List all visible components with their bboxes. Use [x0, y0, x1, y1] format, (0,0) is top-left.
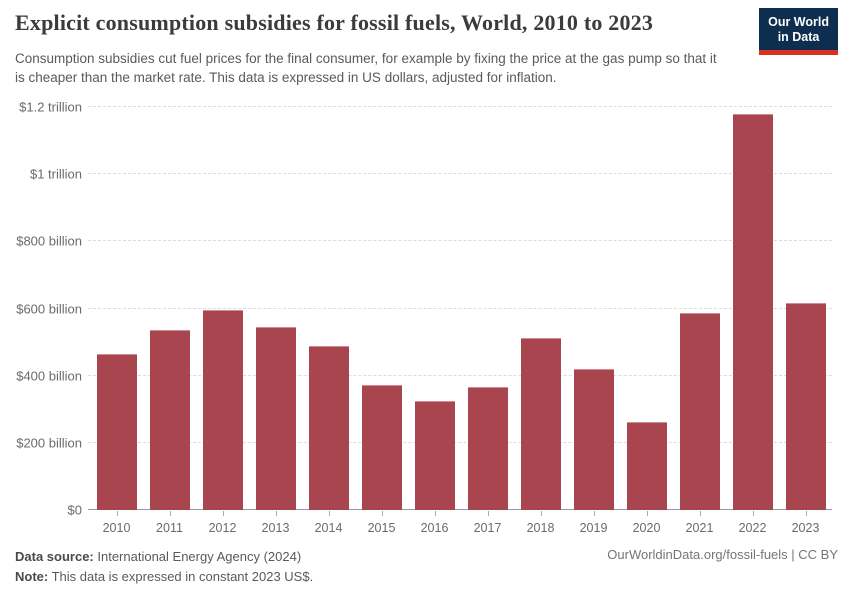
bar-slot-2016: 2016: [408, 107, 461, 535]
bar-2011[interactable]: [149, 330, 190, 510]
gridline--600-billion: [88, 307, 832, 309]
x-axis-label-2015: 2015: [367, 521, 396, 535]
owid-logo-line1: Our World: [768, 15, 829, 29]
data-source-value: International Energy Agency (2024): [93, 549, 302, 564]
bar-slot-2012: 2012: [196, 107, 249, 535]
x-axis-tick-2018: [540, 511, 542, 516]
bar-2010[interactable]: [96, 353, 137, 510]
bar-2015[interactable]: [361, 384, 402, 510]
x-axis-label-2017: 2017: [473, 521, 502, 535]
bar-2013[interactable]: [255, 326, 296, 510]
x-axis-tick-2015: [381, 511, 383, 516]
gridline--400-billion: [88, 374, 832, 376]
bar-slot-2019: 2019: [567, 107, 620, 535]
bar-slot-2014: 2014: [302, 107, 355, 535]
y-axis-label--200-billion: $200 billion: [16, 435, 82, 451]
data-source-line: Data source: International Energy Agency…: [15, 547, 313, 567]
gridline--1-trillion: [88, 173, 832, 175]
y-axis-label--1-trillion: $1 trillion: [29, 166, 82, 182]
x-axis-label-2011: 2011: [156, 521, 183, 535]
bar-slot-2013: 2013: [249, 107, 302, 535]
gridline--200-billion: [88, 441, 832, 443]
owid-logo-line2: in Data: [777, 30, 820, 44]
x-axis-tick-2019: [593, 511, 595, 516]
x-axis-tick-2011: [169, 511, 171, 516]
bar-slot-2017: 2017: [461, 107, 514, 535]
bar-2022[interactable]: [732, 114, 773, 510]
x-axis-label-2014: 2014: [314, 521, 343, 535]
bar-slot-2015: 2015: [355, 107, 408, 535]
bar-slot-2023: 2023: [779, 107, 832, 535]
x-axis-label-2020: 2020: [632, 521, 661, 535]
bar-slot-2010: 2010: [90, 107, 143, 535]
x-axis-label-2016: 2016: [420, 521, 449, 535]
y-axis-label--1-2-trillion: $1.2 trillion: [19, 99, 82, 115]
x-axis-tick-2010: [116, 511, 118, 516]
note-line: Note: This data is expressed in constant…: [15, 567, 313, 587]
x-axis-label-2013: 2013: [261, 521, 290, 535]
x-axis-tick-2020: [646, 511, 648, 516]
note-value: This data is expressed in constant 2023 …: [48, 568, 314, 584]
data-source-label: Data source:: [15, 549, 94, 564]
bar-slot-2011: 2011: [143, 107, 196, 535]
x-axis-label-2010: 2010: [102, 521, 131, 535]
bar-slot-2018: 2018: [514, 107, 567, 535]
x-axis-label-2022: 2022: [738, 521, 767, 535]
bar-slot-2020: 2020: [620, 107, 673, 535]
x-axis-label-2021: 2021: [685, 521, 714, 535]
x-axis-tick-2016: [434, 511, 436, 516]
x-axis-tick-2021: [699, 511, 701, 516]
bar-2020[interactable]: [626, 422, 667, 510]
owid-logo[interactable]: Our World in Data: [759, 8, 838, 55]
page-title: Explicit consumption subsidies for fossi…: [15, 10, 654, 35]
x-axis-tick-2013: [275, 511, 277, 516]
y-axis-label--0: $0: [67, 502, 82, 518]
bar-2018[interactable]: [520, 338, 561, 510]
x-axis-tick-2012: [222, 511, 224, 516]
y-axis-label--600-billion: $600 billion: [16, 301, 82, 316]
bar-2017[interactable]: [467, 387, 508, 510]
bar-2016[interactable]: [414, 400, 455, 510]
y-axis-label--800-billion: $800 billion: [16, 233, 82, 249]
bar-2014[interactable]: [308, 346, 349, 510]
page-subtitle: Consumption subsidies cut fuel prices fo…: [15, 51, 717, 85]
bar-2019[interactable]: [573, 368, 614, 510]
plot-area: 2010 2011 2012 2013 2014 2015 2016 2017 2018 2019…: [88, 106, 832, 535]
y-axis: $0 $200 billion $400 billion $600 billion $8…: [0, 100, 82, 518]
bar-series: 2010 2011 2012 2013 2014 2015 2016 2017 2018 2019…: [90, 107, 832, 535]
y-axis-label--400-billion: $400 billion: [16, 368, 82, 384]
bar-2023[interactable]: [785, 302, 826, 510]
x-axis-tick-2022: [752, 511, 754, 516]
x-axis-label-2012: 2012: [208, 521, 237, 535]
x-axis-tick-2023: [805, 511, 807, 516]
x-axis-tick-2017: [487, 511, 489, 516]
x-axis-label-2023: 2023: [791, 521, 820, 535]
bar-slot-2022: 2022: [726, 107, 779, 535]
footer-notes: Data source: International Energy Agency…: [15, 547, 313, 587]
bar-2012[interactable]: [202, 310, 243, 510]
bar-slot-2021: 2021: [673, 107, 726, 535]
attribution-link[interactable]: OurWorldinData.org/fossil-fuels | CC BY: [607, 547, 838, 562]
x-axis-label-2018: 2018: [526, 521, 555, 535]
gridline--1-2-trillion: [88, 106, 832, 107]
note-label: Note:: [15, 568, 49, 584]
bar-2021[interactable]: [679, 313, 720, 510]
gridline--800-billion: [88, 240, 832, 242]
x-axis-label-2019: 2019: [579, 521, 608, 535]
x-axis-tick-2014: [328, 511, 330, 516]
gridline--0: [88, 509, 832, 510]
